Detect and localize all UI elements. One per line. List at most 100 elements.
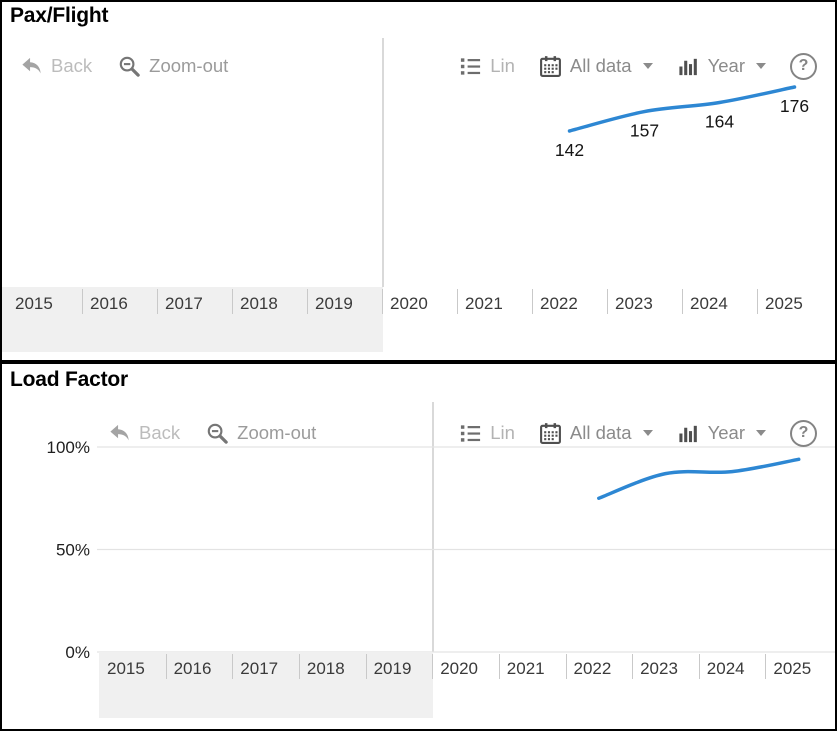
zoom-out-label: Zoom-out bbox=[149, 55, 229, 76]
lin-label: Lin bbox=[490, 55, 515, 76]
y-tick-label: 100% bbox=[47, 438, 90, 457]
list-icon bbox=[459, 55, 482, 78]
back-button[interactable]: Back bbox=[108, 422, 180, 445]
all-data-label: All data bbox=[569, 422, 632, 443]
page-title: Pax/Flight bbox=[10, 4, 109, 27]
series-line bbox=[597, 457, 801, 500]
x-tick-mark bbox=[632, 654, 634, 679]
zoom-out-button[interactable]: Zoom-out bbox=[118, 55, 228, 78]
calendar-icon bbox=[539, 55, 562, 78]
chevron-down-icon bbox=[756, 430, 766, 436]
pax-flight-panel: 142 157 164 176 Pax/Flight Back Zoom-out bbox=[2, 2, 835, 360]
shaded-history-region bbox=[2, 287, 383, 352]
x-axis-band[interactable]: 2015 2016 2017 2018 2019 2020 2021 2022 2023 2024… bbox=[2, 652, 835, 718]
x-tick-label: 2018 bbox=[306, 659, 345, 678]
back-icon bbox=[108, 422, 131, 445]
x-tick-label: 2022 bbox=[540, 294, 578, 313]
x-tick-label: 2021 bbox=[506, 659, 545, 678]
chart-toolbar-left: Back Zoom-out bbox=[20, 50, 228, 82]
x-tick-mark bbox=[765, 654, 767, 679]
year-label: Year bbox=[707, 422, 745, 443]
point-label: 164 bbox=[705, 112, 734, 132]
panel-divider bbox=[2, 360, 835, 364]
x-tick-label: 2023 bbox=[615, 294, 653, 313]
x-tick-label: 2024 bbox=[690, 294, 728, 313]
shaded-history-region bbox=[99, 652, 433, 718]
help-button[interactable]: ? bbox=[790, 419, 817, 447]
x-tick-label: 2025 bbox=[765, 294, 803, 313]
chart-toolbar-left: Back Zoom-out bbox=[108, 417, 316, 449]
zoom-out-icon bbox=[118, 55, 141, 78]
zoom-out-icon bbox=[206, 422, 229, 445]
x-tick-label: 2019 bbox=[373, 659, 412, 678]
date-range-dropdown[interactable]: All data bbox=[539, 422, 653, 445]
x-tick-label: 2017 bbox=[240, 659, 279, 678]
x-tick-label: 2023 bbox=[640, 659, 678, 678]
x-axis-band[interactable]: 2015 2016 2017 2018 2019 2020 2021 2022 2023 2024… bbox=[2, 287, 835, 352]
x-tick-mark bbox=[432, 654, 434, 679]
interval-dropdown[interactable]: Year bbox=[677, 55, 766, 78]
chevron-down-icon bbox=[642, 430, 653, 436]
x-tick-mark bbox=[165, 654, 167, 679]
point-label: 157 bbox=[630, 121, 659, 141]
x-tick-mark bbox=[698, 654, 700, 679]
chevron-down-icon bbox=[756, 63, 766, 69]
date-range-dropdown[interactable]: All data bbox=[539, 55, 653, 78]
chart-toolbar-right: Lin All data Year ? bbox=[459, 50, 817, 82]
x-tick-mark bbox=[232, 654, 234, 679]
back-icon bbox=[20, 55, 43, 78]
x-tick-label: 2020 bbox=[390, 294, 428, 313]
linear-scale-button[interactable]: Lin bbox=[459, 422, 515, 445]
year-label: Year bbox=[707, 55, 745, 76]
series-line bbox=[567, 85, 797, 133]
x-tick-label: 2016 bbox=[90, 294, 128, 313]
x-tick-label: 2025 bbox=[773, 659, 812, 678]
x-tick-label: 2017 bbox=[165, 294, 203, 313]
x-tick-mark bbox=[157, 289, 158, 314]
x-tick-label: 2021 bbox=[465, 294, 503, 313]
x-tick-mark bbox=[365, 654, 367, 679]
point-label: 142 bbox=[555, 140, 584, 160]
lin-label: Lin bbox=[490, 422, 515, 443]
linear-scale-button[interactable]: Lin bbox=[459, 55, 515, 78]
back-button[interactable]: Back bbox=[20, 55, 92, 78]
x-tick-mark bbox=[232, 289, 233, 314]
x-tick-mark bbox=[298, 654, 300, 679]
x-tick-mark bbox=[607, 289, 608, 314]
x-tick-mark bbox=[457, 289, 458, 314]
y-tick-label: 50% bbox=[56, 541, 90, 560]
all-data-label: All data bbox=[569, 55, 632, 76]
x-tick-mark bbox=[382, 289, 383, 314]
x-tick-mark bbox=[498, 654, 500, 679]
x-tick-label: 2024 bbox=[706, 659, 745, 678]
x-tick-label: 2022 bbox=[573, 659, 612, 678]
x-tick-mark bbox=[532, 289, 533, 314]
x-tick-label: 2016 bbox=[173, 659, 212, 678]
bar-chart-icon bbox=[677, 422, 700, 445]
calendar-icon bbox=[539, 422, 562, 445]
page-title: Load Factor bbox=[10, 368, 128, 391]
chevron-down-icon bbox=[642, 63, 653, 69]
x-tick-mark bbox=[682, 289, 683, 314]
x-tick-label: 2015 bbox=[15, 294, 53, 313]
help-label: ? bbox=[798, 424, 809, 441]
x-tick-mark bbox=[307, 289, 308, 314]
point-label: 176 bbox=[780, 96, 809, 116]
interval-dropdown[interactable]: Year bbox=[677, 422, 766, 445]
back-label: Back bbox=[139, 422, 181, 443]
bar-chart-icon bbox=[677, 55, 700, 78]
x-tick-mark bbox=[757, 289, 758, 314]
zoom-out-button[interactable]: Zoom-out bbox=[206, 422, 316, 445]
load-factor-panel: 0% 50% 100% Load Factor Back Zoom-out bbox=[2, 364, 835, 729]
list-icon bbox=[459, 422, 482, 445]
x-tick-mark bbox=[82, 289, 83, 314]
x-tick-label: 2015 bbox=[107, 659, 145, 678]
help-button[interactable]: ? bbox=[790, 52, 817, 80]
zoom-out-label: Zoom-out bbox=[237, 422, 317, 443]
back-label: Back bbox=[51, 55, 93, 76]
x-tick-mark bbox=[565, 654, 567, 679]
x-tick-label: 2020 bbox=[440, 659, 479, 678]
x-tick-label: 2019 bbox=[315, 294, 353, 313]
help-label: ? bbox=[798, 57, 809, 74]
